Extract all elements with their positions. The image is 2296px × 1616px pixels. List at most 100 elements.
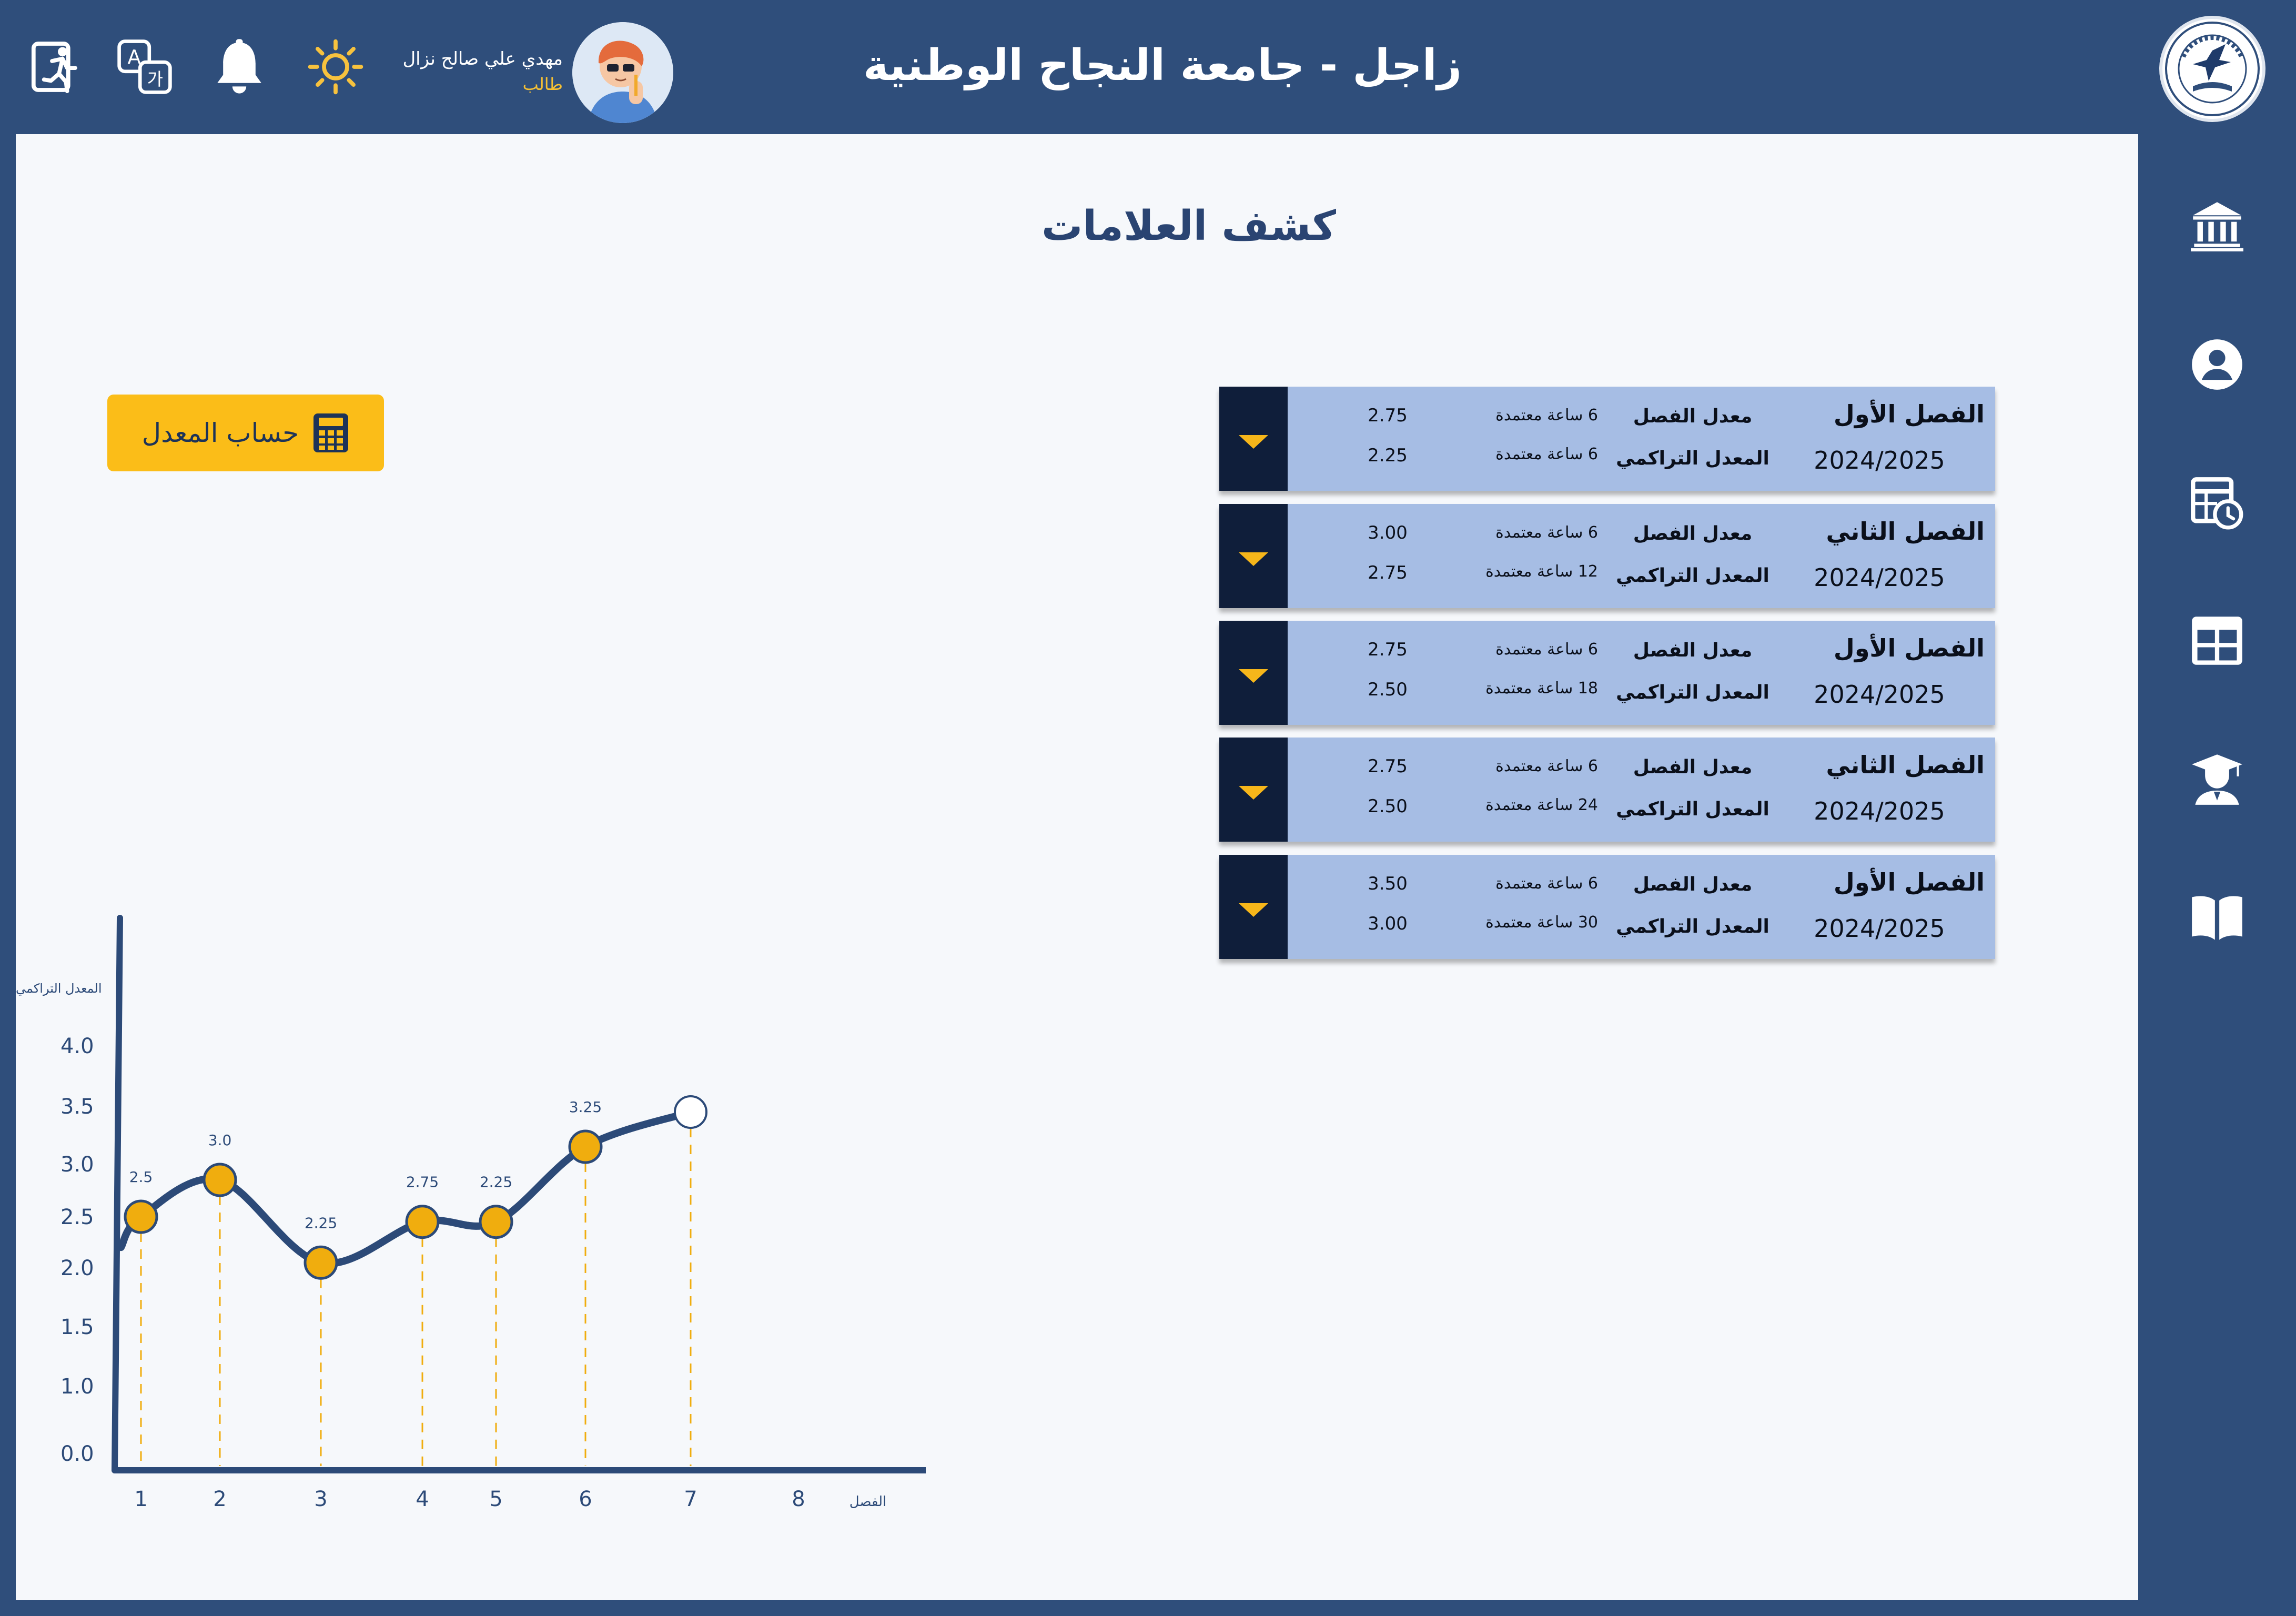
cumulative-average-label: المعدل التراكمي — [1616, 448, 1769, 469]
cumulative-hours: 30 ساعة معتمدة — [1485, 913, 1598, 932]
cumulative-average: 2.50 — [1368, 796, 1408, 817]
x-axis-label: الفصل — [849, 1494, 887, 1510]
theme-toggle[interactable] — [296, 27, 375, 106]
y-axis-label: المعدل التراكمي — [16, 981, 102, 996]
semester-year: 2024/2025 — [1814, 797, 1945, 825]
calculate-gpa-label: حساب المعدل — [141, 418, 299, 448]
semester-average-label: معدل الفصل — [1633, 874, 1753, 895]
svg-text:A: A — [127, 46, 141, 69]
semester-average: 2.75 — [1368, 405, 1408, 426]
semester-hours: 6 ساعة معتمدة — [1495, 523, 1598, 542]
semester-average-label: معدل الفصل — [1633, 756, 1753, 778]
semester-average-label: معدل الفصل — [1633, 406, 1753, 427]
sun-icon — [308, 39, 363, 95]
gpa-point — [124, 1199, 158, 1234]
semester-card[interactable]: الفصل الثاني 2024/2025 معدل الفصل المعدل… — [1219, 504, 1995, 608]
gpa-chart: 0.0 1.0 1.5 2.0 2.5 3.0 3.5 4.0 1 2 3 4 5 6 7 8 المعدل ا… — [16, 915, 926, 1511]
semester-average: 3.50 — [1368, 873, 1408, 894]
caret-down-icon — [1239, 669, 1268, 683]
x-tick-label: 6 — [579, 1487, 592, 1511]
x-tick-label: 1 — [134, 1487, 147, 1511]
semester-hours: 6 ساعة معتمدة — [1495, 406, 1598, 425]
expand-toggle[interactable] — [1219, 621, 1288, 725]
sidebar-item-courses[interactable] — [2186, 609, 2249, 672]
cumulative-hours: 12 ساعة معتمدة — [1485, 562, 1598, 581]
sidebar-item-university[interactable] — [2186, 195, 2249, 258]
cumulative-average: 2.50 — [1368, 679, 1408, 700]
avatar[interactable] — [572, 22, 673, 123]
logout-button[interactable] — [18, 27, 97, 106]
y-tick-label: 1.0 — [60, 1375, 94, 1399]
user-circle-icon — [2192, 339, 2242, 390]
graduate-icon — [2192, 754, 2242, 805]
exit-run-icon — [31, 42, 77, 94]
point-label: 2.25 — [305, 1214, 337, 1231]
expand-toggle[interactable] — [1219, 738, 1288, 842]
x-tick-label: 2 — [213, 1487, 226, 1511]
caret-down-icon — [1239, 552, 1268, 566]
grid-icon — [2192, 617, 2242, 665]
semester-hours: 6 ساعة معتمدة — [1495, 640, 1598, 659]
caret-down-icon — [1239, 786, 1268, 800]
caret-down-icon — [1239, 435, 1268, 449]
point-label: 2.5 — [129, 1168, 153, 1186]
sidebar-item-profile[interactable] — [2186, 333, 2249, 396]
page-title: كشف العلامات — [1041, 203, 1336, 250]
calculate-gpa-button[interactable]: حساب المعدل — [107, 395, 384, 471]
notifications-button[interactable] — [200, 27, 279, 106]
cumulative-hours: 18 ساعة معتمدة — [1485, 679, 1598, 698]
cumulative-average-label: المعدل التراكمي — [1616, 682, 1769, 703]
semester-card[interactable]: الفصل الأول 2024/2025 معدل الفصل المعدل … — [1219, 855, 1995, 959]
semester-hours: 6 ساعة معتمدة — [1495, 757, 1598, 775]
cumulative-hours: 24 ساعة معتمدة — [1485, 796, 1598, 814]
gpa-point — [304, 1245, 338, 1280]
semester-term: الفصل الأول — [1833, 634, 1985, 662]
semester-card[interactable]: الفصل الأول 2024/2025 معدل الفصل المعدل … — [1219, 387, 1995, 491]
sidebar-item-graduation[interactable] — [2186, 747, 2249, 810]
semester-card[interactable]: الفصل الأول 2024/2025 معدل الفصل المعدل … — [1219, 621, 1995, 725]
y-tick-label: 2.0 — [60, 1256, 94, 1280]
semester-average-label: معدل الفصل — [1633, 640, 1753, 661]
x-tick-label: 3 — [314, 1487, 327, 1511]
sidebar — [2138, 134, 2296, 1616]
semester-year: 2024/2025 — [1814, 680, 1945, 709]
x-tick-label: 4 — [416, 1487, 429, 1511]
semester-average-label: معدل الفصل — [1633, 523, 1753, 544]
expand-toggle[interactable] — [1219, 504, 1288, 608]
book-icon — [2192, 896, 2242, 940]
translate-icon: A 가 — [117, 39, 172, 94]
semester-term: الفصل الثاني — [1826, 517, 1985, 546]
sidebar-item-schedule[interactable] — [2186, 471, 2249, 534]
semester-term: الفصل الأول — [1833, 868, 1985, 896]
university-logo[interactable] — [2159, 16, 2265, 122]
app-title: زاجل - جامعة النجاح الوطنية — [863, 41, 1462, 90]
main-content: كشف العلامات حساب المعدل الفصل الأول 202… — [16, 134, 2138, 1600]
gpa-point — [203, 1163, 237, 1197]
cumulative-average-label: المعدل التراكمي — [1616, 565, 1769, 587]
university-seal-icon — [2165, 22, 2260, 116]
cumulative-average: 2.75 — [1368, 562, 1408, 583]
svg-text:가: 가 — [147, 69, 163, 89]
top-bar: A 가 مهدي علي صالح نزال طالب — [0, 0, 2296, 134]
cumulative-average-label: المعدل التراكمي — [1616, 916, 1769, 937]
expand-toggle[interactable] — [1219, 855, 1288, 959]
sidebar-item-library[interactable] — [2186, 885, 2249, 948]
caret-down-icon — [1239, 903, 1268, 917]
semester-year: 2024/2025 — [1814, 446, 1945, 474]
cumulative-average: 3.00 — [1368, 913, 1408, 934]
semester-average: 3.00 — [1368, 522, 1408, 543]
y-tick-label: 3.0 — [60, 1153, 94, 1177]
bell-icon — [217, 39, 261, 94]
cumulative-average: 2.25 — [1368, 445, 1408, 466]
expand-toggle[interactable] — [1219, 387, 1288, 491]
y-axis — [112, 915, 123, 1473]
semester-average: 2.75 — [1368, 756, 1408, 777]
semester-card[interactable]: الفصل الثاني 2024/2025 معدل الفصل المعدل… — [1219, 738, 1995, 842]
y-tick-label: 0.0 — [60, 1442, 94, 1466]
bank-icon — [2191, 202, 2243, 251]
cumulative-average-label: المعدل التراكمي — [1616, 799, 1769, 820]
user-role: طالب — [522, 74, 563, 94]
cumulative-hours: 6 ساعة معتمدة — [1495, 445, 1598, 463]
language-button[interactable]: A 가 — [105, 27, 184, 106]
user-name: مهدي علي صالح نزال — [402, 48, 563, 69]
